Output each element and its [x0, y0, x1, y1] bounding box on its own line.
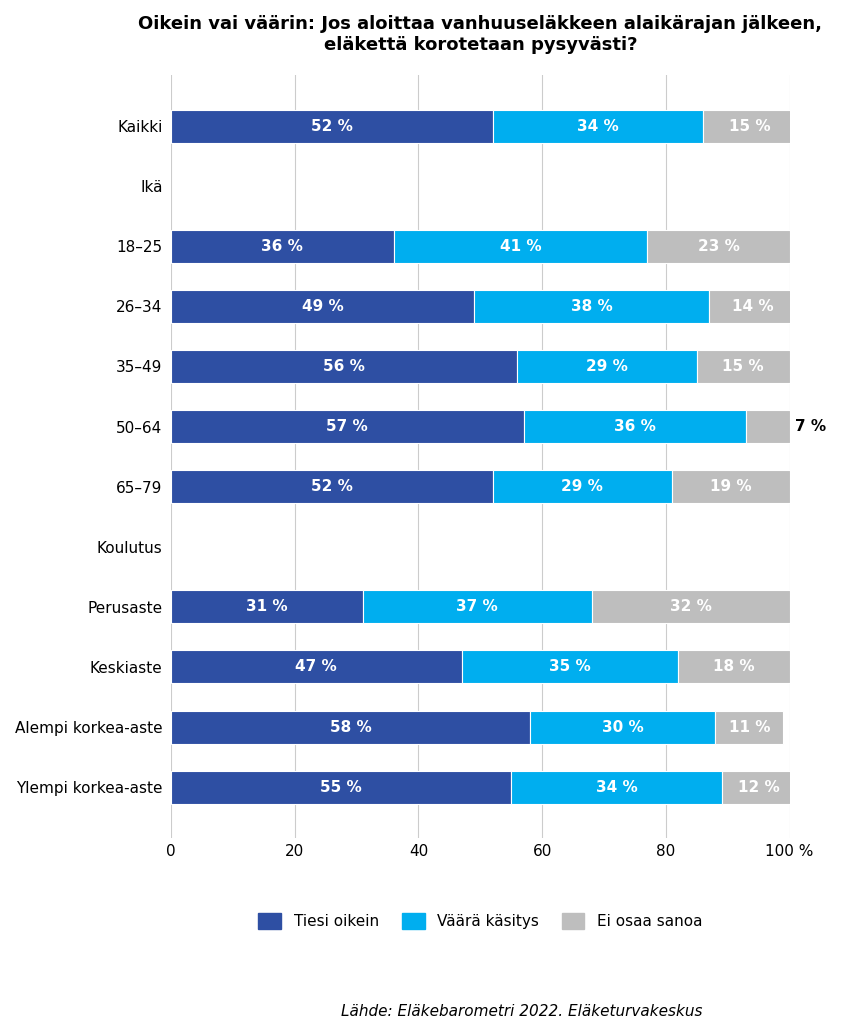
Bar — [722, 771, 796, 804]
Text: 38 %: 38 % — [571, 299, 612, 313]
Bar — [592, 590, 790, 624]
Text: 37 %: 37 % — [457, 599, 498, 614]
Bar — [394, 229, 648, 263]
Text: 18 %: 18 % — [713, 659, 754, 675]
Bar — [171, 229, 394, 263]
Text: 31 %: 31 % — [246, 599, 288, 614]
Text: 14 %: 14 % — [732, 299, 774, 313]
Bar — [493, 110, 703, 142]
Text: 47 %: 47 % — [295, 659, 337, 675]
Text: 29 %: 29 % — [586, 359, 628, 374]
Text: 41 %: 41 % — [500, 239, 542, 254]
Text: 11 %: 11 % — [728, 720, 770, 734]
Text: 30 %: 30 % — [602, 720, 643, 734]
Bar — [746, 410, 790, 443]
Bar — [697, 350, 790, 383]
Bar — [171, 590, 362, 624]
Bar — [709, 290, 796, 323]
Bar — [672, 470, 790, 503]
Bar — [171, 410, 524, 443]
Bar — [362, 590, 592, 624]
Bar — [462, 650, 679, 683]
Bar — [493, 470, 672, 503]
Text: 29 %: 29 % — [562, 479, 603, 495]
Bar — [648, 229, 790, 263]
Text: 49 %: 49 % — [302, 299, 343, 313]
Bar — [511, 771, 722, 804]
Bar — [716, 711, 784, 743]
Bar — [171, 110, 493, 142]
Text: 15 %: 15 % — [722, 359, 764, 374]
Bar — [703, 110, 796, 142]
Text: 58 %: 58 % — [330, 720, 371, 734]
Text: 36 %: 36 % — [262, 239, 304, 254]
Text: 7 %: 7 % — [795, 419, 826, 434]
Legend: Tiesi oikein, Väärä käsitys, Ei osaa sanoa: Tiesi oikein, Väärä käsitys, Ei osaa san… — [252, 907, 708, 935]
Text: 36 %: 36 % — [614, 419, 656, 434]
Bar — [171, 350, 517, 383]
Text: 52 %: 52 % — [311, 479, 352, 495]
Text: 15 %: 15 % — [728, 119, 770, 133]
Text: 19 %: 19 % — [710, 479, 752, 495]
Text: 34 %: 34 % — [595, 779, 637, 795]
Bar — [171, 711, 530, 743]
Text: 57 %: 57 % — [326, 419, 368, 434]
Title: Oikein vai väärin: Jos aloittaa vanhuuseläkkeen alaikärajan jälkeen,
eläkettä ko: Oikein vai väärin: Jos aloittaa vanhuuse… — [138, 15, 822, 54]
Bar — [171, 650, 462, 683]
Bar — [171, 470, 493, 503]
Text: 34 %: 34 % — [577, 119, 619, 133]
Bar — [171, 290, 474, 323]
Text: 35 %: 35 % — [549, 659, 591, 675]
Bar — [474, 290, 709, 323]
Bar — [171, 771, 511, 804]
Bar — [679, 650, 790, 683]
Text: 12 %: 12 % — [738, 779, 780, 795]
Text: Lähde: Eläkebarometri 2022. Eläketurvakeskus: Lähde: Eläkebarometri 2022. Eläketurvake… — [341, 1004, 702, 1019]
Text: 23 %: 23 % — [697, 239, 739, 254]
Text: 56 %: 56 % — [323, 359, 365, 374]
Text: 55 %: 55 % — [320, 779, 362, 795]
Text: 52 %: 52 % — [311, 119, 352, 133]
Text: 32 %: 32 % — [669, 599, 711, 614]
Bar — [524, 410, 746, 443]
Bar — [530, 711, 716, 743]
Bar — [517, 350, 697, 383]
